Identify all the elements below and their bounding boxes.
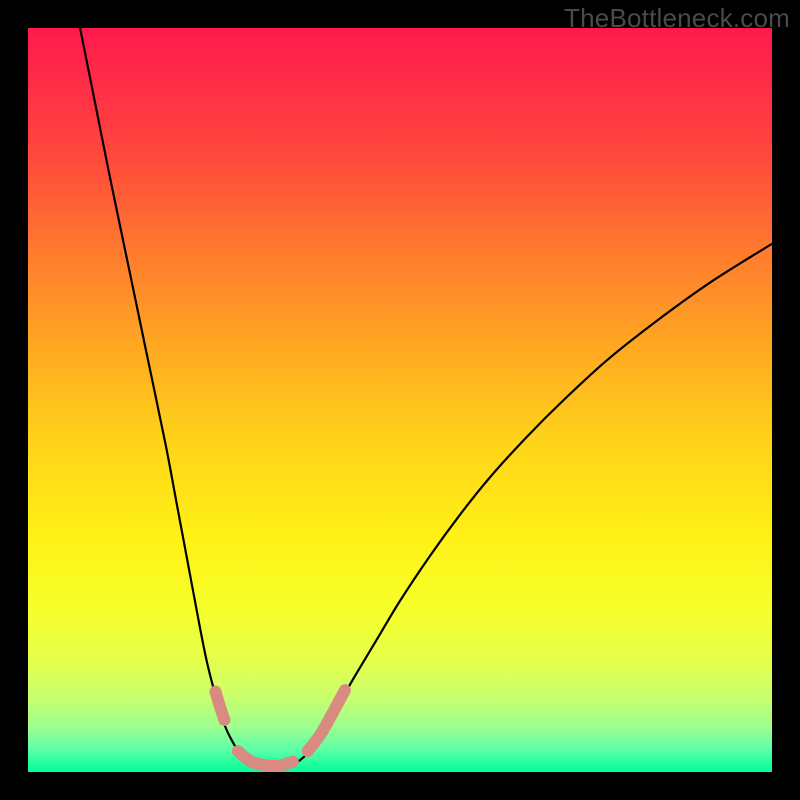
- optimal-range-marker-0: [215, 692, 224, 720]
- plot-area: [28, 28, 772, 772]
- optimal-range-marker-1: [238, 751, 293, 766]
- bottleneck-curve: [80, 28, 772, 769]
- chart-stage: TheBottleneck.com: [0, 0, 800, 800]
- curve-layer: [28, 28, 772, 772]
- watermark-text: TheBottleneck.com: [564, 3, 790, 34]
- optimal-range-marker-2: [308, 690, 345, 751]
